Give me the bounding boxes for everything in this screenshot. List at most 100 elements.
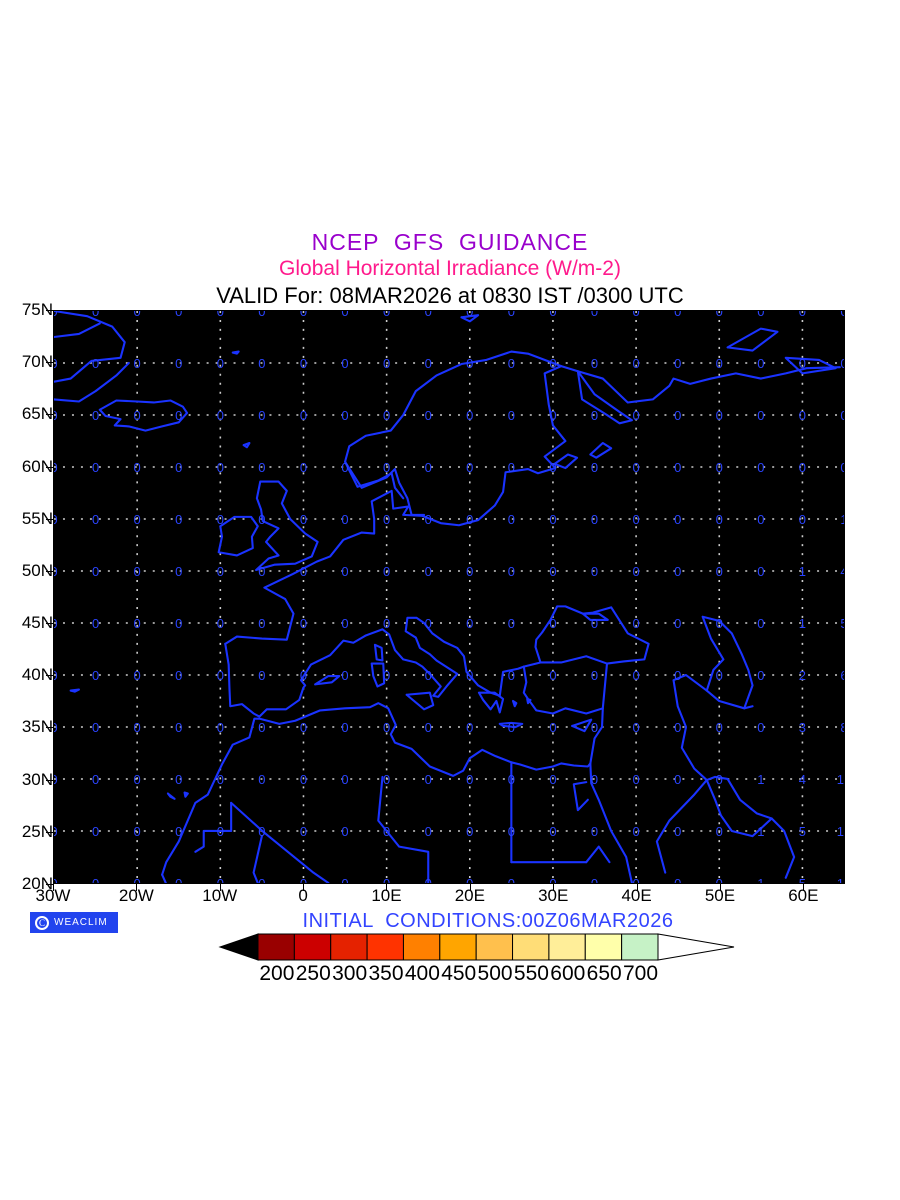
x-axis-tick-mark — [636, 884, 638, 891]
x-axis-tick-label: 10W — [202, 886, 238, 905]
svg-text:0: 0 — [466, 668, 473, 683]
y-axis-tick-label: 50N — [21, 560, 53, 580]
svg-text:0: 0 — [217, 720, 224, 735]
svg-text:0: 0 — [217, 616, 224, 631]
colorbar-segment — [548, 933, 586, 961]
svg-text:0: 0 — [840, 311, 844, 319]
x-axis-tick-mark — [219, 884, 221, 891]
svg-text:0: 0 — [258, 512, 265, 527]
svg-text:0: 0 — [425, 720, 432, 735]
svg-text:0: 0 — [674, 408, 681, 423]
colorbar-tick-label: 600 — [550, 962, 586, 985]
svg-text:3: 3 — [799, 720, 806, 735]
svg-text:0: 0 — [757, 720, 764, 735]
x-axis-tick-mark — [553, 884, 555, 891]
svg-text:0: 0 — [92, 772, 99, 787]
svg-text:0: 0 — [175, 356, 182, 371]
map-gridlines — [54, 311, 844, 883]
svg-text:0: 0 — [92, 408, 99, 423]
svg-text:0: 0 — [300, 512, 307, 527]
svg-text:1: 1 — [757, 772, 764, 787]
svg-text:0: 0 — [549, 668, 556, 683]
svg-text:0: 0 — [716, 512, 723, 527]
svg-text:0: 0 — [716, 311, 723, 319]
svg-text:0: 0 — [799, 311, 806, 319]
svg-text:15: 15 — [837, 876, 844, 883]
svg-text:0: 0 — [799, 408, 806, 423]
svg-text:0: 0 — [54, 616, 58, 631]
svg-text:0: 0 — [134, 824, 141, 839]
svg-text:0: 0 — [54, 824, 58, 839]
svg-text:0: 0 — [425, 564, 432, 579]
svg-text:0: 0 — [508, 564, 515, 579]
x-axis-tick-label: 30E — [538, 886, 569, 905]
svg-text:0: 0 — [341, 311, 348, 319]
svg-text:0: 0 — [341, 616, 348, 631]
svg-text:0: 0 — [217, 564, 224, 579]
svg-text:0: 0 — [674, 564, 681, 579]
svg-text:0: 0 — [757, 512, 764, 527]
y-axis-tick-label: 75N — [21, 300, 53, 319]
svg-text:0: 0 — [175, 564, 182, 579]
svg-text:0: 0 — [383, 720, 390, 735]
svg-text:0: 0 — [258, 564, 265, 579]
colorbar-under-arrow — [218, 933, 259, 961]
svg-text:0: 0 — [258, 460, 265, 475]
svg-text:0: 0 — [383, 668, 390, 683]
page-title: NCEP GFS GUIDANCE — [311, 229, 589, 255]
svg-text:0: 0 — [54, 720, 58, 735]
colorbar-segment — [512, 933, 550, 961]
svg-text:0: 0 — [466, 772, 473, 787]
colorbar-segment — [439, 933, 477, 961]
svg-text:0: 0 — [840, 460, 844, 475]
svg-text:0: 0 — [466, 408, 473, 423]
svg-text:0: 0 — [632, 311, 639, 319]
svg-text:0: 0 — [300, 876, 307, 883]
svg-text:0: 0 — [300, 356, 307, 371]
svg-text:0: 0 — [341, 668, 348, 683]
svg-text:0: 0 — [757, 460, 764, 475]
y-axis-tick-mark — [46, 362, 53, 364]
svg-text:0: 0 — [466, 311, 473, 319]
y-axis-tick-mark — [46, 831, 53, 833]
y-axis-tick-label: 45N — [21, 613, 53, 633]
y-axis-tick-mark — [46, 466, 53, 468]
svg-text:10: 10 — [837, 772, 844, 787]
svg-text:0: 0 — [716, 460, 723, 475]
svg-text:1: 1 — [757, 824, 764, 839]
y-axis-tick-mark — [46, 623, 53, 625]
svg-text:0: 0 — [258, 616, 265, 631]
svg-text:0: 0 — [383, 772, 390, 787]
svg-text:0: 0 — [425, 460, 432, 475]
svg-text:6: 6 — [840, 668, 844, 683]
weaclim-label: WEACLIM — [54, 917, 108, 928]
x-axis-tick-mark — [303, 884, 305, 891]
svg-text:0: 0 — [591, 876, 598, 883]
svg-text:0: 0 — [757, 668, 764, 683]
y-axis-tick-mark — [46, 779, 53, 781]
copyright-icon: C — [35, 915, 49, 930]
svg-text:1: 1 — [757, 876, 764, 883]
svg-text:0: 0 — [92, 356, 99, 371]
svg-text:0: 0 — [341, 408, 348, 423]
svg-text:0: 0 — [508, 311, 515, 319]
svg-text:0: 0 — [175, 720, 182, 735]
svg-text:0: 0 — [549, 311, 556, 319]
svg-text:0: 0 — [134, 311, 141, 319]
svg-text:0: 0 — [799, 460, 806, 475]
svg-text:0: 0 — [258, 720, 265, 735]
svg-text:0: 0 — [175, 460, 182, 475]
svg-text:0: 0 — [217, 356, 224, 371]
colorbar-segment — [257, 933, 295, 961]
svg-text:0: 0 — [425, 408, 432, 423]
svg-text:0: 0 — [632, 824, 639, 839]
svg-text:0: 0 — [217, 408, 224, 423]
x-axis-tick-label: 20E — [454, 886, 485, 905]
colorbar-tick-label: 300 — [332, 962, 368, 985]
svg-text:0: 0 — [258, 668, 265, 683]
colorbar-segment — [366, 933, 404, 961]
svg-text:0: 0 — [632, 876, 639, 883]
svg-text:0: 0 — [300, 720, 307, 735]
svg-text:12: 12 — [837, 824, 844, 839]
title-block: NCEP GFS GUIDANCE Global Horizontal Irra… — [0, 228, 900, 310]
